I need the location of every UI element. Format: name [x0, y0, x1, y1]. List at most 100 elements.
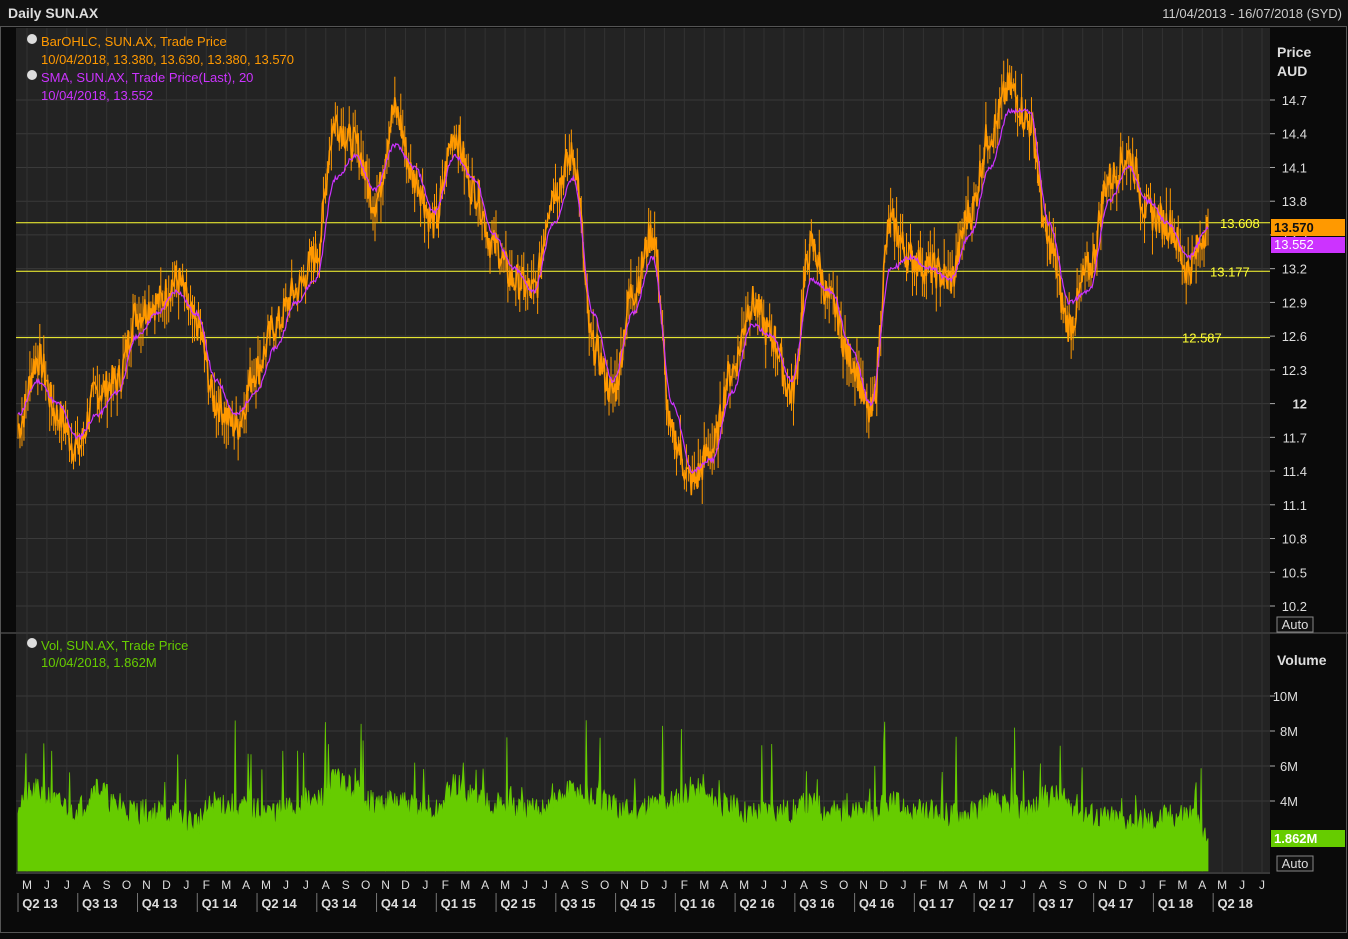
month-label: M [22, 878, 32, 892]
quarter-label: Q4 15 [620, 896, 655, 911]
month-label: N [1098, 878, 1107, 892]
quarter-label: Q1 17 [919, 896, 954, 911]
month-label: D [162, 878, 171, 892]
month-label: J [781, 878, 787, 892]
date-range-label: 11/04/2013 - 16/07/2018 (SYD) [1162, 6, 1342, 21]
price-tick-label: 14.7 [1282, 93, 1307, 108]
month-label: A [800, 878, 808, 892]
month-label: M [1177, 878, 1187, 892]
price-tick-label: 10.5 [1282, 565, 1307, 580]
price-tick-label: 12.9 [1282, 295, 1307, 310]
level-label: 12.587 [1182, 331, 1222, 346]
month-label: M [978, 878, 988, 892]
month-label: J [1139, 878, 1145, 892]
month-label: A [83, 878, 91, 892]
time-grid [26, 28, 1263, 872]
ohlc-legend-title: BarOHLC, SUN.AX, Trade Price [41, 34, 227, 49]
last-volume-badge-text: 1.862M [1274, 831, 1317, 846]
month-label: J [1259, 878, 1265, 892]
month-label: J [761, 878, 767, 892]
price-tick-label: 12.6 [1282, 329, 1307, 344]
volume-legend-title: Vol, SUN.AX, Trade Price [41, 638, 188, 653]
price-tick-label: 13.8 [1282, 194, 1307, 209]
month-label: M [261, 878, 271, 892]
volume-area [17, 720, 1209, 872]
quarter-label: Q3 15 [560, 896, 595, 911]
month-label: M [739, 878, 749, 892]
price-auto-frame [1276, 616, 1314, 633]
month-label: D [879, 878, 888, 892]
price-axis-title: Price [1277, 44, 1311, 60]
price-tick-label: 14.1 [1282, 160, 1307, 175]
quarter-label: Q3 14 [321, 896, 357, 911]
quarter-label: Q2 15 [500, 896, 535, 911]
quarter-label: Q2 18 [1217, 896, 1252, 911]
month-label: J [542, 878, 548, 892]
month-label: F [203, 878, 210, 892]
month-label: M [938, 878, 948, 892]
chart-title: Daily SUN.AX [8, 5, 99, 21]
month-label: J [422, 878, 428, 892]
price-tick-label: 13.2 [1282, 262, 1307, 277]
quarter-label: Q3 17 [1038, 896, 1073, 911]
month-label: S [581, 878, 589, 892]
month-label: N [142, 878, 151, 892]
month-label: M [221, 878, 231, 892]
month-label: O [361, 878, 370, 892]
quarter-label: Q2 13 [22, 896, 57, 911]
quarter-label: Q4 13 [142, 896, 177, 911]
legend-info-icon[interactable] [27, 34, 37, 44]
month-label: F [920, 878, 927, 892]
month-label: A [561, 878, 569, 892]
month-label: M [699, 878, 709, 892]
quarter-label: Q1 18 [1158, 896, 1193, 911]
price-tick-label: 12 [1293, 397, 1307, 412]
month-label: N [381, 878, 390, 892]
sma-series [17, 107, 1209, 474]
legend-info-icon[interactable] [27, 70, 37, 80]
month-label: N [859, 878, 868, 892]
last-volume-badge: 1.862M [1271, 830, 1345, 847]
month-label: S [820, 878, 828, 892]
price-auto-button[interactable]: Auto [1276, 616, 1314, 633]
month-label: N [620, 878, 629, 892]
month-label: J [303, 878, 309, 892]
quarter-label: Q4 17 [1098, 896, 1133, 911]
month-label: A [481, 878, 489, 892]
month-label: J [1239, 878, 1245, 892]
month-label: O [122, 878, 131, 892]
month-label: S [103, 878, 111, 892]
volume-axis-ticks: 10M 8M 6M 4M [1270, 689, 1298, 809]
price-tick-label: 10.8 [1282, 532, 1307, 547]
volume-auto-frame [1276, 855, 1314, 872]
sma-legend-title: SMA, SUN.AX, Trade Price(Last), 20 [41, 70, 253, 85]
quarter-label: Q4 14 [381, 896, 417, 911]
price-tick-label: 11.7 [1283, 430, 1307, 445]
month-label: J [283, 878, 289, 892]
month-label: S [342, 878, 350, 892]
price-tick-label: 14.4 [1282, 127, 1307, 142]
month-label: D [401, 878, 410, 892]
legend-info-icon[interactable] [27, 638, 37, 648]
last-price-badge-bg [1271, 219, 1345, 236]
month-label: J [522, 878, 528, 892]
quarter-label: Q3 13 [82, 896, 117, 911]
quarter-label: Q2 14 [261, 896, 297, 911]
last-price-badge: 13.570 [1271, 219, 1345, 236]
chart-border [0, 26, 1347, 933]
quarter-label: Q2 16 [739, 896, 774, 911]
month-label: J [900, 878, 906, 892]
volume-auto-label: Auto [1282, 856, 1309, 871]
volume-auto-button[interactable]: Auto [1276, 855, 1314, 872]
sma-badge: 13.552 [1271, 237, 1345, 253]
quarter-label: Q2 17 [978, 896, 1013, 911]
price-plot-area [16, 28, 1270, 632]
level-label: 13.177 [1210, 264, 1250, 279]
price-tick-label: 10.2 [1282, 599, 1307, 614]
month-label: O [839, 878, 848, 892]
quarter-axis-labels: Q2 13 Q3 13 Q4 13 Q1 14 Q2 14 Q3 14 Q4 14 Q1 15… [17, 893, 1253, 912]
price-tick-label: 12.3 [1282, 363, 1307, 378]
month-label: A [322, 878, 330, 892]
month-label: J [64, 878, 70, 892]
